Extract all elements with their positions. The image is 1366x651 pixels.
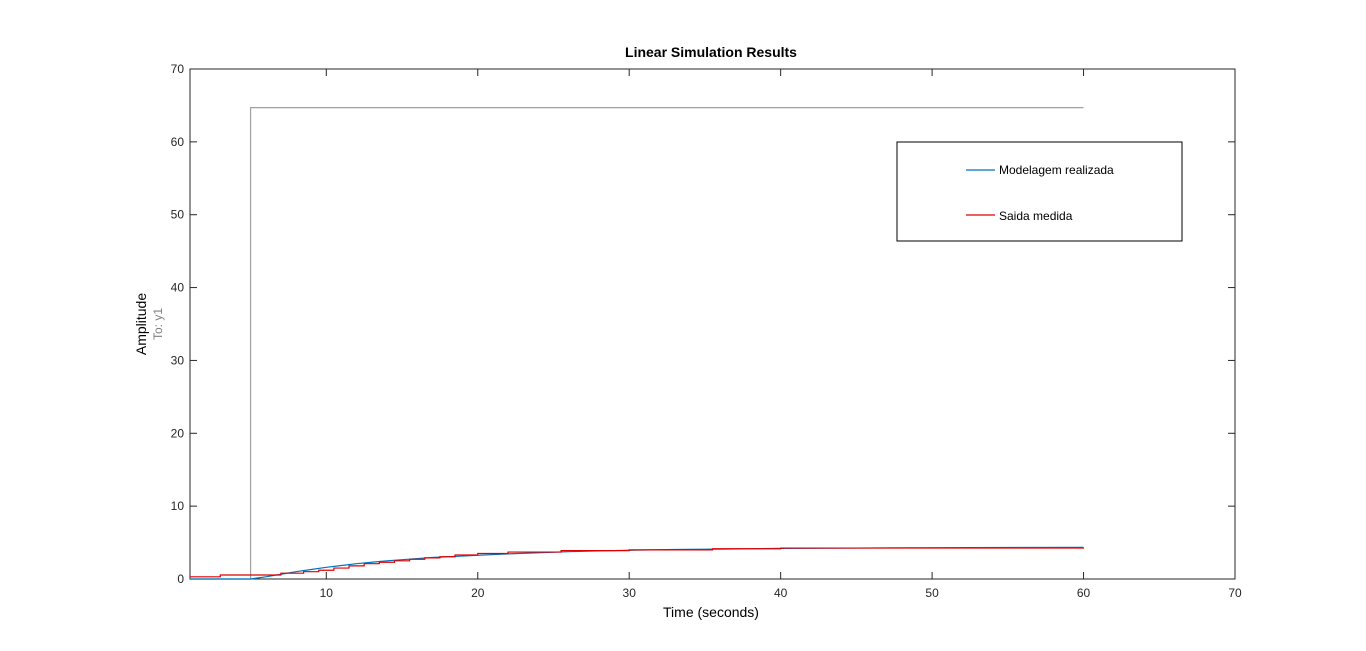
x-tick-label: 20: [471, 586, 485, 600]
y-axis-sublabel: To: y1: [151, 308, 165, 340]
y-tick-label: 20: [171, 426, 185, 440]
y-tick-label: 70: [171, 62, 185, 76]
y-tick-label: 50: [171, 208, 185, 222]
legend-label-measured: Saida medida: [999, 209, 1073, 223]
series-line-measured: [190, 547, 1085, 578]
y-tick-label: 30: [171, 353, 185, 367]
y-axis-label: Amplitude: [133, 293, 149, 355]
axis-ticks: 10 20 30 40 50 60 70 0 10 20 30 40 50 60 70: [171, 62, 1242, 600]
series-line-model: [190, 546, 1084, 580]
x-tick-label: 50: [925, 586, 939, 600]
chart-title: Linear Simulation Results: [625, 44, 797, 60]
x-tick-label: 40: [774, 586, 788, 600]
x-axis-label: Time (seconds): [663, 604, 759, 620]
y-tick-label: 10: [171, 499, 185, 513]
legend-box: [896, 141, 1183, 242]
y-tick-label: 60: [171, 135, 185, 149]
legend-label-model: Modelagem realizada: [999, 163, 1114, 177]
x-tick-label: 30: [623, 586, 637, 600]
x-tick-label: 70: [1228, 586, 1242, 600]
plot-area: [189, 68, 1236, 580]
x-tick-label: 10: [320, 586, 334, 600]
x-tick-label: 60: [1077, 586, 1091, 600]
legend: Modelagem realizada Saida medida: [896, 141, 1183, 242]
y-tick-label: 0: [177, 572, 184, 586]
y-tick-label: 40: [171, 281, 185, 295]
series-lines: [190, 107, 1085, 580]
